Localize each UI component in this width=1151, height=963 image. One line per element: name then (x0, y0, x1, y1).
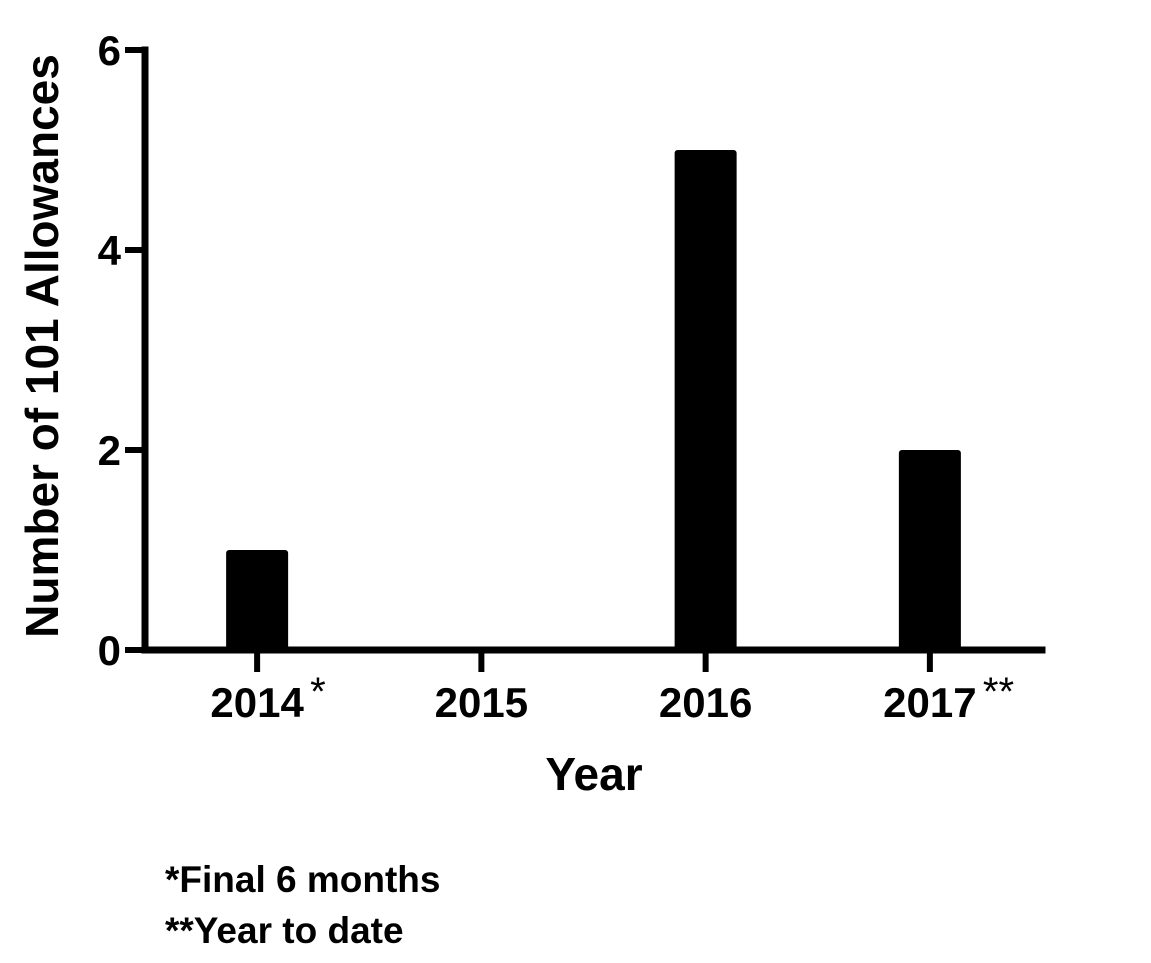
y-tick-label: 2 (98, 427, 121, 474)
bar-2017 (898, 450, 961, 650)
y-tick-label: 4 (98, 227, 122, 274)
y-ticks: 0 2 4 6 (98, 27, 145, 674)
x-tick-label: 2017 (883, 679, 976, 726)
x-tick-label: 2014 (210, 679, 304, 726)
footnote-final-6-months: *Final 6 months (165, 859, 440, 900)
axes-layer (141, 46, 1046, 654)
bar-2016 (674, 150, 737, 650)
y-tick-label: 6 (98, 27, 121, 74)
bar-2014 (226, 550, 289, 650)
x-axis-title: Year (545, 748, 642, 800)
footnote-year-to-date: **Year to date (165, 910, 404, 951)
y-tick-label: 0 (98, 627, 121, 674)
x-tick-marker: * (310, 670, 326, 714)
x-tick-marker: ** (983, 670, 1014, 714)
x-tick-label: 2016 (659, 679, 752, 726)
y-axis-title: Number of 101 Allowances (16, 54, 68, 638)
x-ticks: 2014 * 2015 2016 2017 ** (210, 650, 1014, 726)
bars-layer (226, 150, 961, 650)
x-tick-label: 2015 (435, 679, 528, 726)
